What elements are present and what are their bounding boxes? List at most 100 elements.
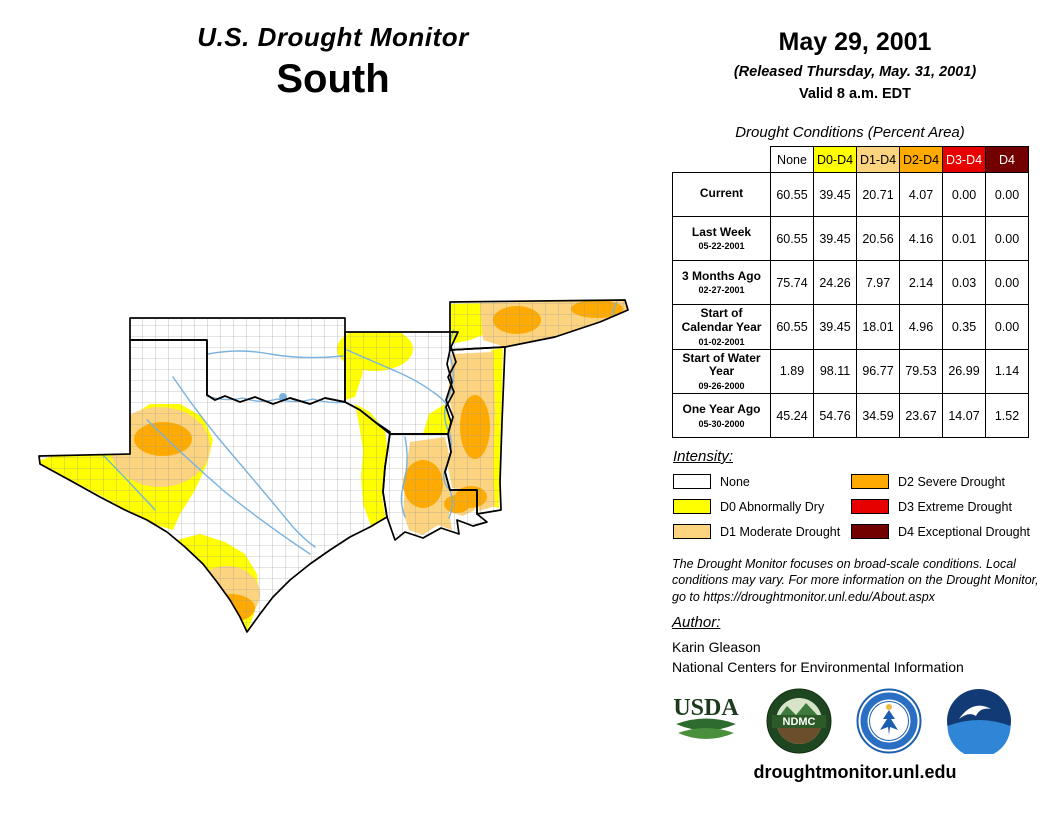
date-block: May 29, 2001 (Released Thursday, May. 31… bbox=[700, 28, 1010, 102]
brazos-river bbox=[172, 376, 316, 548]
table-cell: 54.76 bbox=[813, 393, 857, 439]
legend-title: Intensity: bbox=[673, 448, 734, 465]
noaa-logo bbox=[947, 689, 1011, 754]
table-cell: 0.01 bbox=[942, 216, 986, 261]
legend-label: D3 Extreme Drought bbox=[898, 499, 1012, 514]
table-row-3-months-ago: 3 Months Ago 02-27-2001 75.74 24.26 7.97… bbox=[672, 260, 1029, 305]
valid-time: Valid 8 a.m. EDT bbox=[798, 86, 911, 102]
table-cell: 4.96 bbox=[899, 304, 943, 350]
table-cell: 23.67 bbox=[899, 393, 943, 439]
ndmc-banner bbox=[772, 715, 826, 728]
usda-logo: USDA bbox=[673, 695, 739, 739]
drought-conditions-table: None D0-D4 D1-D4 D2-D4 D3-D4 D4 Current … bbox=[672, 146, 1029, 439]
map-date: May 29, 2001 bbox=[778, 28, 932, 56]
table-cell: 60.55 bbox=[770, 172, 814, 217]
d4-swatch bbox=[851, 524, 889, 539]
table-corner-cell bbox=[673, 147, 771, 173]
row-label-start-water-year: Start of Water Year 09-26-2000 bbox=[672, 348, 771, 395]
none-swatch bbox=[673, 474, 711, 489]
author-name: Karin Gleason bbox=[672, 639, 761, 655]
usda-swoosh-dark bbox=[676, 718, 736, 731]
table-cell: 14.07 bbox=[942, 393, 986, 439]
state-border-oklahoma bbox=[129, 317, 346, 405]
table-cell: 0.00 bbox=[985, 172, 1029, 217]
table-cell: 18.01 bbox=[856, 304, 900, 350]
footer-url[interactable]: droughtmonitor.unl.edu bbox=[753, 762, 957, 782]
table-cell: 39.45 bbox=[813, 304, 857, 350]
table-cell: 96.77 bbox=[856, 348, 900, 395]
noaa-sea bbox=[947, 720, 1011, 754]
table-cell: 1.89 bbox=[770, 348, 814, 395]
page-title: U.S. Drought Monitor bbox=[197, 22, 469, 52]
table-header-row: None D0-D4 D1-D4 D2-D4 D3-D4 D4 bbox=[673, 146, 1029, 173]
legend-item-none: None bbox=[673, 469, 851, 494]
table-cell: 0.00 bbox=[985, 260, 1029, 305]
legend-label: None bbox=[720, 474, 750, 489]
col-header-d1d4: D1-D4 bbox=[856, 146, 900, 173]
row-label-3-months-ago: 3 Months Ago 02-27-2001 bbox=[672, 260, 771, 305]
state-border-tennessee bbox=[449, 299, 629, 351]
disclaimer-text: The Drought Monitor focuses on broad-sca… bbox=[672, 557, 1039, 604]
author-block: Author: Karin Gleason National Centers f… bbox=[672, 614, 1044, 675]
d2-swatch bbox=[851, 474, 889, 489]
commerce-torch-icon bbox=[886, 704, 892, 710]
table-cell: 0.00 bbox=[985, 304, 1029, 350]
table-row-one-year-ago: One Year Ago 05-30-2000 45.24 54.76 34.5… bbox=[672, 393, 1029, 439]
col-header-d0d4: D0-D4 bbox=[813, 146, 857, 173]
table-cell: 0.00 bbox=[942, 172, 986, 217]
table-cell: 0.03 bbox=[942, 260, 986, 305]
row-label-one-year-ago: One Year Ago 05-30-2000 bbox=[672, 393, 771, 439]
table-cell: 20.71 bbox=[856, 172, 900, 217]
table-cell: 60.55 bbox=[770, 304, 814, 350]
released-date: (Released Thursday, May. 31, 2001) bbox=[733, 64, 977, 80]
usda-swoosh-light bbox=[678, 728, 734, 739]
legend-label: D1 Moderate Drought bbox=[720, 524, 841, 539]
d0-swatch bbox=[673, 499, 711, 514]
ndmc-text: NDMC bbox=[783, 716, 816, 728]
table-cell: 39.45 bbox=[813, 216, 857, 261]
table-row-current: Current 60.55 39.45 20.71 4.07 0.00 0.00 bbox=[672, 172, 1029, 217]
legend-item-d0: D0 Abnormally Dry bbox=[673, 494, 851, 519]
table-cell: 0.00 bbox=[985, 216, 1029, 261]
canadian-river bbox=[207, 350, 344, 359]
legend-item-d3: D3 Extreme Drought bbox=[851, 494, 1039, 519]
arkansas-river bbox=[346, 349, 451, 411]
table-caption: Drought Conditions (Percent Area) bbox=[735, 124, 965, 141]
county-lines-overlay bbox=[39, 300, 628, 632]
table-cell: 4.16 bbox=[899, 216, 943, 261]
table-cell: 39.45 bbox=[813, 172, 857, 217]
region-title: South bbox=[276, 57, 390, 101]
table-cell: 7.97 bbox=[856, 260, 900, 305]
legend-item-d2: D2 Severe Drought bbox=[851, 469, 1039, 494]
state-borders bbox=[38, 299, 629, 633]
table-row-last-week: Last Week 05-22-2001 60.55 39.45 20.56 4… bbox=[672, 216, 1029, 261]
table-cell: 98.11 bbox=[813, 348, 857, 395]
legend-item-d1: D1 Moderate Drought bbox=[673, 519, 851, 544]
col-header-d2d4: D2-D4 bbox=[899, 146, 943, 173]
state-border-mississippi bbox=[444, 346, 506, 515]
table-cell: 60.55 bbox=[770, 216, 814, 261]
author-heading: Author: bbox=[672, 614, 721, 631]
table-cell: 34.59 bbox=[856, 393, 900, 439]
table-cell: 4.07 bbox=[899, 172, 943, 217]
table-cell: 75.74 bbox=[770, 260, 814, 305]
legend-label: D2 Severe Drought bbox=[898, 474, 1006, 489]
row-label-last-week: Last Week 05-22-2001 bbox=[672, 216, 771, 261]
col-header-d3d4: D3-D4 bbox=[942, 146, 986, 173]
legend-label: D0 Abnormally Dry bbox=[720, 499, 825, 514]
table-row-start-calendar-year: Start of Calendar Year 01-02-2001 60.55 … bbox=[672, 304, 1029, 350]
legend-item-d4: D4 Exceptional Drought bbox=[851, 519, 1039, 544]
author-org: National Centers for Environmental Infor… bbox=[672, 659, 964, 675]
table-cell: 20.56 bbox=[856, 216, 900, 261]
table-cell: 79.53 bbox=[899, 348, 943, 395]
col-header-d4: D4 bbox=[985, 146, 1029, 173]
legend-label: D4 Exceptional Drought bbox=[898, 524, 1031, 539]
intensity-legend: None D0 Abnormally Dry D1 Moderate Droug… bbox=[673, 469, 1039, 544]
drought-map bbox=[38, 299, 629, 633]
table-cell: 1.14 bbox=[985, 348, 1029, 395]
table-cell: 0.35 bbox=[942, 304, 986, 350]
title-block: U.S. Drought Monitor South bbox=[128, 22, 538, 102]
d1-swatch bbox=[673, 524, 711, 539]
ndmc-logo: NDMC bbox=[766, 688, 832, 754]
ouachita-river bbox=[400, 436, 408, 518]
